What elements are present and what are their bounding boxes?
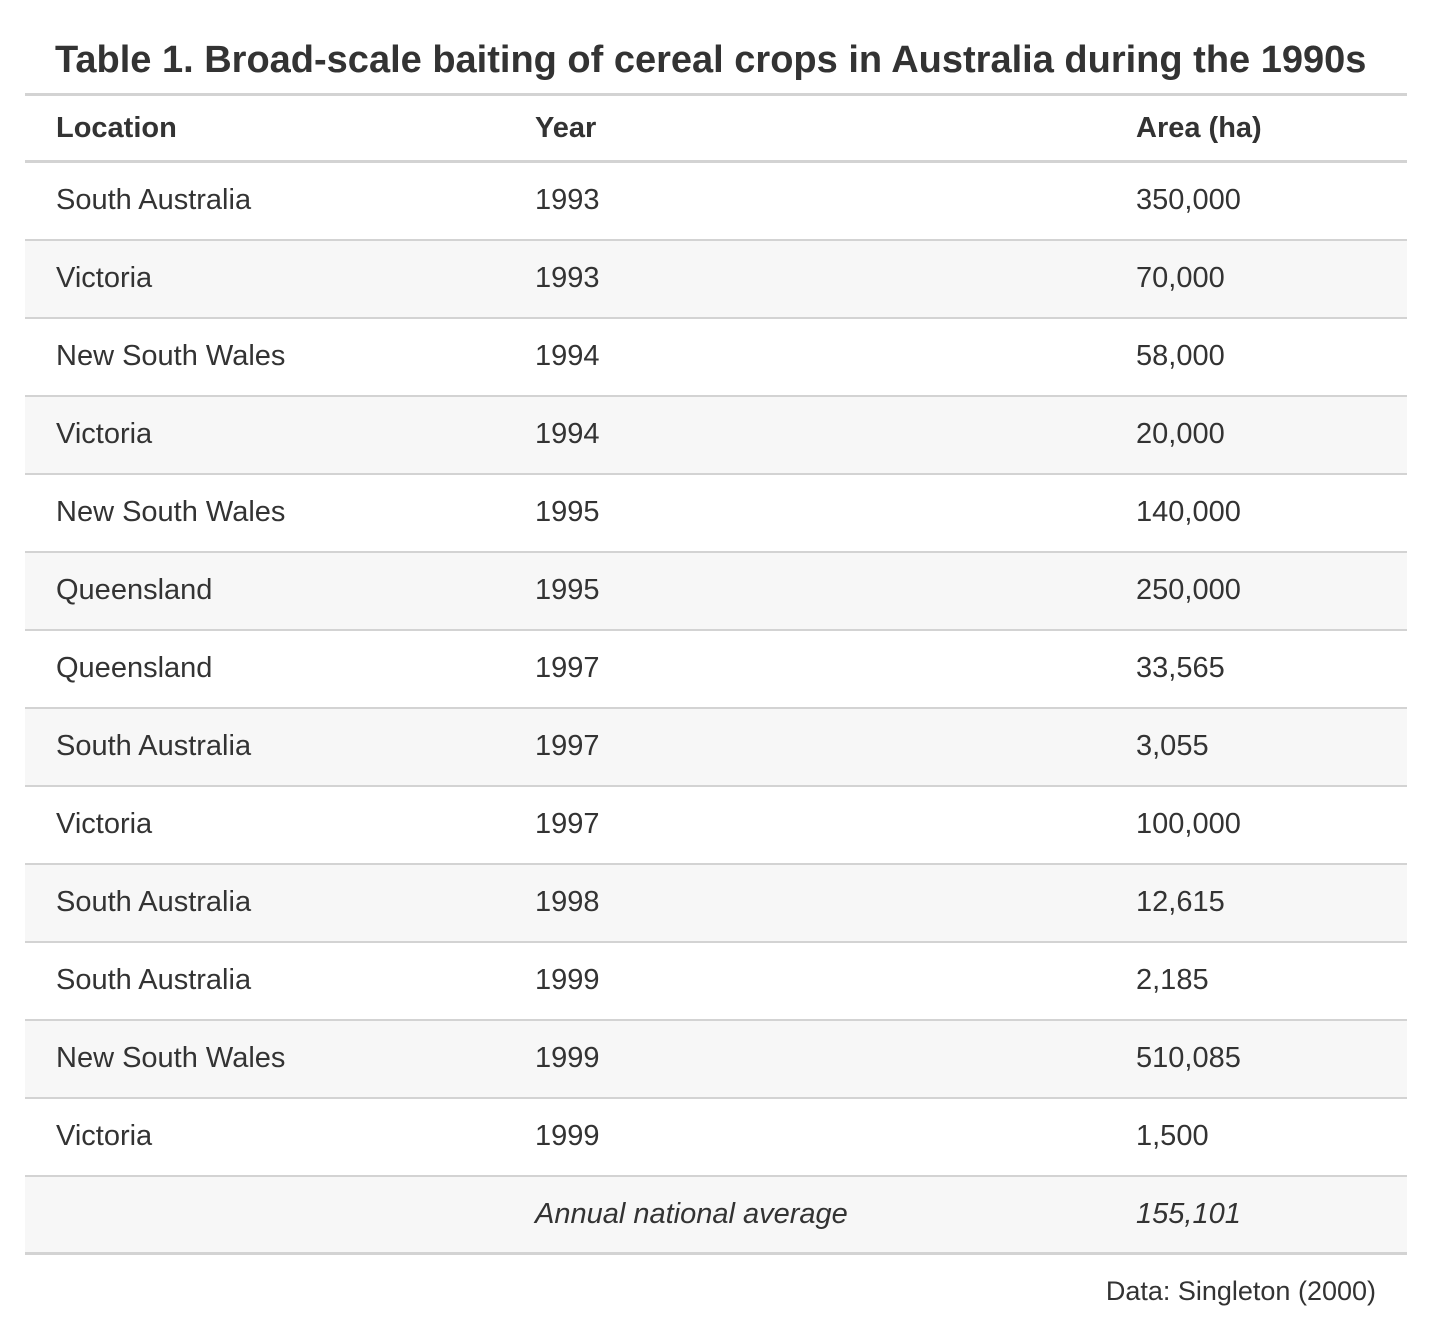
cell-year: 1997	[504, 785, 1105, 865]
table-row: South Australia 1997 3,055	[25, 707, 1407, 787]
cell-area: 350,000	[1105, 161, 1407, 241]
table-title: Table 1. Broad-scale baiting of cereal c…	[55, 39, 1367, 81]
cell-location: Queensland	[25, 551, 504, 631]
cell-year: 1998	[504, 863, 1105, 943]
cell-area: 33,565	[1105, 629, 1407, 709]
table-row: New South Wales 1995 140,000	[25, 473, 1407, 553]
data-table: Location Year Area (ha) South Australia …	[25, 93, 1407, 1255]
cell-location: Victoria	[25, 395, 504, 475]
cell-year: 1997	[504, 629, 1105, 709]
cell-area: 1,500	[1105, 1097, 1407, 1177]
cell-location: New South Wales	[25, 1019, 504, 1099]
data-table-container: Location Year Area (ha) South Australia …	[25, 93, 1407, 1255]
summary-label: Annual national average	[504, 1175, 1105, 1255]
cell-location: Queensland	[25, 629, 504, 709]
cell-area: 12,615	[1105, 863, 1407, 943]
cell-area: 140,000	[1105, 473, 1407, 553]
cell-area: 58,000	[1105, 317, 1407, 397]
table-row: New South Wales 1994 58,000	[25, 317, 1407, 397]
table-row: Victoria 1997 100,000	[25, 785, 1407, 865]
header-row: Location Year Area (ha)	[25, 93, 1407, 163]
table-row: Victoria 1999 1,500	[25, 1097, 1407, 1177]
table-row: South Australia 1998 12,615	[25, 863, 1407, 943]
cell-location: New South Wales	[25, 473, 504, 553]
source-note: Data: Singleton (2000)	[1105, 1276, 1376, 1306]
table-header: Location Year Area (ha)	[25, 93, 1407, 163]
cell-area: 250,000	[1105, 551, 1407, 631]
table-row: Queensland 1997 33,565	[25, 629, 1407, 709]
cell-location: Victoria	[25, 785, 504, 865]
table-row: New South Wales 1999 510,085	[25, 1019, 1407, 1099]
cell-location: Victoria	[25, 1097, 504, 1177]
cell-location: South Australia	[25, 941, 504, 1021]
cell-year: 1994	[504, 395, 1105, 475]
cell-area: 510,085	[1105, 1019, 1407, 1099]
cell-year: 1995	[504, 473, 1105, 553]
cell-year: 1999	[504, 941, 1105, 1021]
cell-location: Victoria	[25, 239, 504, 319]
table-row: South Australia 1993 350,000	[25, 161, 1407, 241]
cell-area: 20,000	[1105, 395, 1407, 475]
column-header-location: Location	[25, 93, 504, 163]
cell-year: 1994	[504, 317, 1105, 397]
cell-location: New South Wales	[25, 317, 504, 397]
table-row: Victoria 1993 70,000	[25, 239, 1407, 319]
cell-location: South Australia	[25, 863, 504, 943]
cell-area: 70,000	[1105, 239, 1407, 319]
cell-year: 1999	[504, 1019, 1105, 1099]
cell-area: 2,185	[1105, 941, 1407, 1021]
cell-year: 1995	[504, 551, 1105, 631]
cell-year: 1993	[504, 239, 1105, 319]
cell-location: South Australia	[25, 707, 504, 787]
table-row: Queensland 1995 250,000	[25, 551, 1407, 631]
table-row: Victoria 1994 20,000	[25, 395, 1407, 475]
table-row: South Australia 1999 2,185	[25, 941, 1407, 1021]
column-header-area: Area (ha)	[1105, 93, 1407, 163]
table-body: South Australia 1993 350,000 Victoria 19…	[25, 161, 1407, 1255]
column-header-year: Year	[504, 93, 1105, 163]
cell-year: 1997	[504, 707, 1105, 787]
summary-row: Annual national average 155,101	[25, 1175, 1407, 1255]
cell-location: South Australia	[25, 161, 504, 241]
summary-value: 155,101	[1105, 1175, 1407, 1255]
cell-year: 1993	[504, 161, 1105, 241]
cell-year: 1999	[504, 1097, 1105, 1177]
cell-area: 3,055	[1105, 707, 1407, 787]
summary-location-cell	[25, 1175, 504, 1255]
cell-area: 100,000	[1105, 785, 1407, 865]
